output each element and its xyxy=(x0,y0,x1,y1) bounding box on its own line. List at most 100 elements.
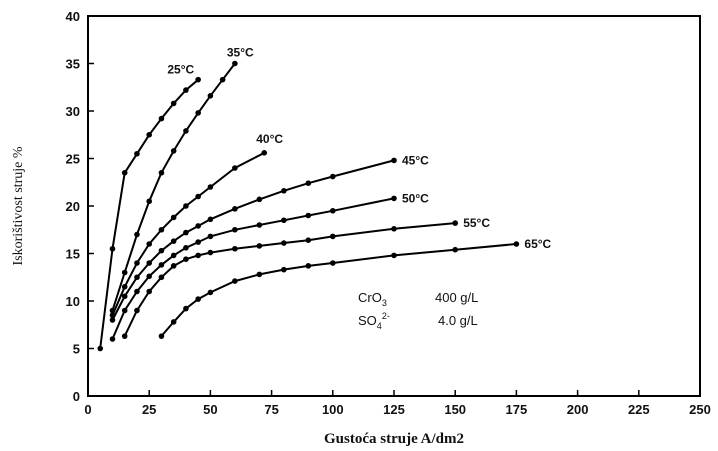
data-point xyxy=(232,278,238,284)
x-tick-label: 125 xyxy=(383,402,405,417)
data-point xyxy=(391,252,397,259)
data-point xyxy=(513,241,520,247)
data-point xyxy=(256,271,263,278)
data-point xyxy=(109,336,116,342)
series-label: 65°C xyxy=(524,237,551,251)
data-point xyxy=(134,307,140,314)
data-point xyxy=(170,263,177,269)
y-tick-label: 35 xyxy=(66,57,80,72)
data-point xyxy=(391,157,397,164)
data-point xyxy=(121,269,128,276)
data-point xyxy=(146,131,152,138)
y-tick-label: 15 xyxy=(66,247,80,262)
data-point xyxy=(281,240,287,246)
data-point xyxy=(158,169,165,176)
data-point xyxy=(195,110,201,116)
data-point xyxy=(146,198,152,205)
series-label: 40°C xyxy=(256,132,283,146)
x-tick-label: 150 xyxy=(444,402,466,417)
data-point xyxy=(207,216,214,223)
data-point xyxy=(452,220,459,226)
data-point xyxy=(232,60,238,67)
data-point xyxy=(207,184,214,190)
data-point xyxy=(305,237,312,243)
data-point xyxy=(219,76,226,83)
annot-value-2: 4.0 g/L xyxy=(438,313,478,328)
series-label: 55°C xyxy=(463,216,490,230)
data-point xyxy=(232,226,238,233)
data-point xyxy=(134,260,140,266)
data-point xyxy=(195,223,201,229)
data-point xyxy=(305,180,312,186)
x-tick-label: 175 xyxy=(506,402,528,417)
data-point xyxy=(232,165,238,171)
series-55C xyxy=(121,220,459,339)
x-tick-label: 25 xyxy=(142,402,156,417)
data-point xyxy=(158,115,165,122)
data-point xyxy=(183,128,189,134)
bath-composition-note: CrO3 400 g/L SO42- 4.0 g/L xyxy=(358,290,478,331)
y-tick-label: 0 xyxy=(73,389,80,404)
y-tick-label: 10 xyxy=(66,294,80,309)
data-point xyxy=(207,93,214,99)
data-point xyxy=(134,288,140,295)
x-tick-label: 250 xyxy=(689,402,711,417)
data-point xyxy=(183,305,189,312)
data-point xyxy=(195,296,201,302)
data-point xyxy=(170,252,177,259)
series-layer xyxy=(97,60,520,352)
data-point xyxy=(121,169,128,176)
series-40C xyxy=(109,150,268,319)
series-line xyxy=(111,197,395,340)
data-point xyxy=(195,252,201,259)
data-point xyxy=(207,289,214,296)
x-tick-label: 225 xyxy=(628,402,650,417)
x-axis-title: Gustoća struje A/dm2 xyxy=(324,431,464,447)
y-tick-label: 30 xyxy=(66,104,80,119)
data-point xyxy=(305,263,312,269)
data-point xyxy=(183,229,189,236)
data-point xyxy=(281,266,287,273)
data-point xyxy=(330,233,336,240)
series-label: 50°C xyxy=(402,191,429,205)
data-point xyxy=(146,288,152,295)
series-45C xyxy=(109,157,397,323)
data-point xyxy=(281,188,287,194)
data-point xyxy=(207,233,214,240)
x-tick-label: 200 xyxy=(567,402,589,417)
data-point xyxy=(121,307,128,314)
annot-row-1: CrO3 xyxy=(358,290,387,308)
y-tick-label: 25 xyxy=(66,152,80,167)
data-point xyxy=(170,100,177,107)
data-point xyxy=(195,76,201,83)
series-line xyxy=(111,159,395,321)
data-point xyxy=(170,238,177,244)
x-tick-label: 100 xyxy=(322,402,344,417)
data-point xyxy=(158,262,165,268)
data-point xyxy=(232,245,238,252)
data-point xyxy=(452,246,459,253)
data-point xyxy=(391,195,397,202)
data-point xyxy=(256,196,263,203)
data-point xyxy=(158,274,165,281)
annot-value-1: 400 g/L xyxy=(435,290,478,305)
series-label: 45°C xyxy=(402,153,429,167)
data-point xyxy=(207,249,214,256)
data-point xyxy=(158,247,165,254)
series-label: 25°C xyxy=(167,63,194,77)
data-point xyxy=(170,148,177,154)
y-tick-label: 40 xyxy=(66,9,80,24)
data-point xyxy=(330,207,336,214)
data-point xyxy=(256,222,263,228)
annot-row-2: SO42- xyxy=(358,311,390,331)
series-50C xyxy=(109,195,397,342)
data-point xyxy=(146,241,152,247)
data-point xyxy=(109,245,116,252)
series-65C xyxy=(158,241,520,339)
data-point xyxy=(109,317,116,323)
data-point xyxy=(261,150,268,156)
data-point xyxy=(256,243,263,249)
data-point xyxy=(170,319,177,325)
data-point xyxy=(158,226,165,233)
